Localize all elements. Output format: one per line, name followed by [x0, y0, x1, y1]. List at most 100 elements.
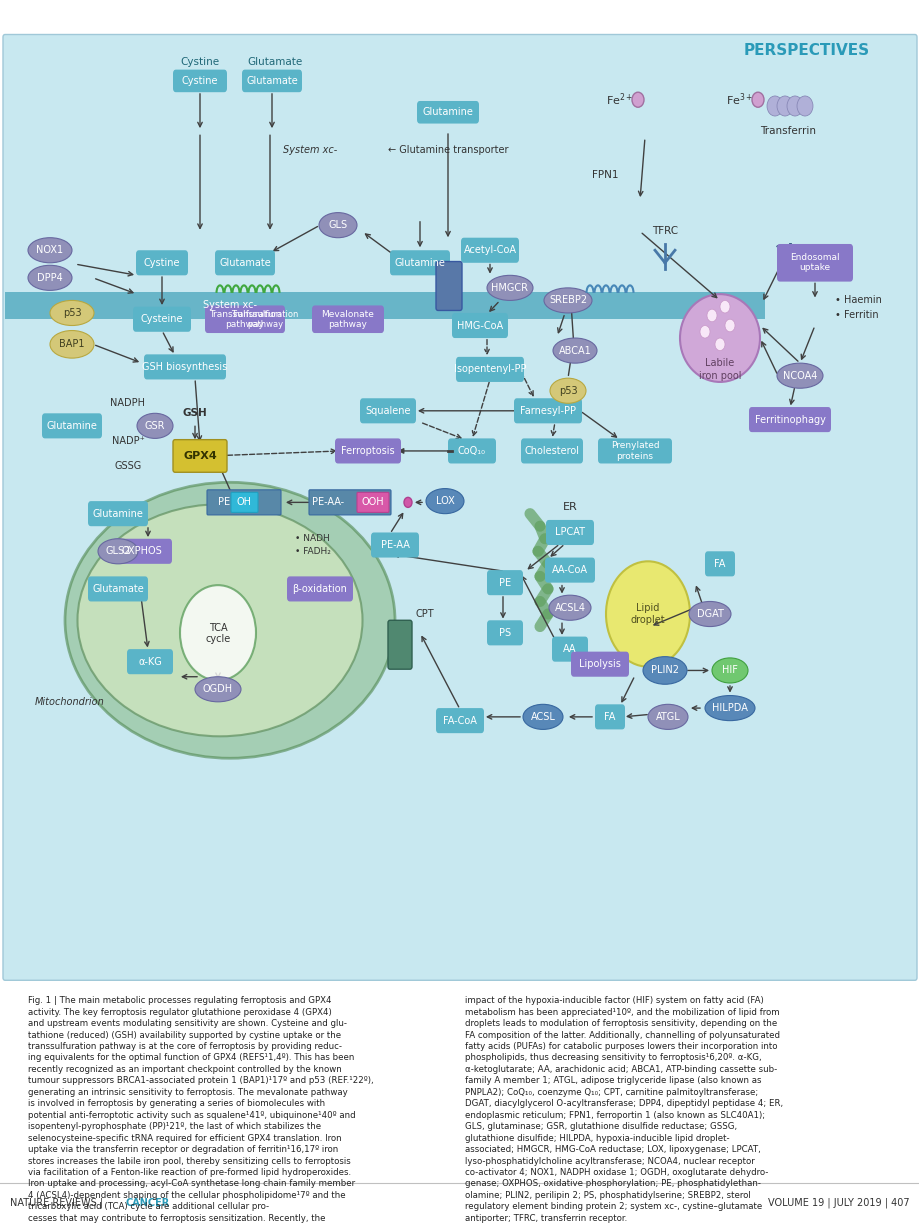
Text: HMGCR: HMGCR — [491, 283, 528, 292]
FancyBboxPatch shape — [205, 306, 285, 333]
Text: TFRC: TFRC — [652, 226, 677, 236]
Text: CANCER: CANCER — [126, 1199, 170, 1208]
Text: PE-AA: PE-AA — [380, 541, 409, 550]
Ellipse shape — [50, 330, 94, 358]
FancyBboxPatch shape — [436, 262, 461, 311]
FancyBboxPatch shape — [42, 413, 102, 438]
FancyBboxPatch shape — [448, 438, 495, 464]
FancyBboxPatch shape — [704, 552, 734, 576]
Ellipse shape — [704, 696, 754, 720]
Text: Glutamate: Glutamate — [247, 57, 302, 67]
FancyBboxPatch shape — [133, 307, 191, 331]
FancyBboxPatch shape — [571, 652, 629, 676]
Text: p53: p53 — [62, 308, 81, 318]
Ellipse shape — [642, 657, 686, 684]
FancyBboxPatch shape — [357, 493, 389, 512]
Circle shape — [766, 95, 782, 116]
Text: GSH biosynthesis: GSH biosynthesis — [142, 362, 227, 372]
Text: Cholesterol: Cholesterol — [524, 446, 579, 456]
FancyBboxPatch shape — [144, 355, 226, 379]
Circle shape — [724, 319, 734, 331]
FancyBboxPatch shape — [390, 251, 449, 275]
Text: FPN1: FPN1 — [591, 170, 618, 180]
Text: HMG-CoA: HMG-CoA — [457, 320, 503, 330]
Text: FA: FA — [713, 559, 725, 569]
FancyBboxPatch shape — [3, 34, 916, 981]
Text: Ferroptosis: Ferroptosis — [341, 446, 394, 456]
Text: Lipid: Lipid — [636, 603, 659, 613]
Ellipse shape — [50, 301, 94, 325]
Text: FA: FA — [604, 712, 615, 722]
Ellipse shape — [65, 482, 394, 758]
FancyBboxPatch shape — [460, 237, 518, 263]
Circle shape — [403, 498, 412, 508]
Text: GLS2: GLS2 — [105, 547, 130, 556]
Ellipse shape — [647, 704, 687, 729]
Text: Fe$^{2+}$: Fe$^{2+}$ — [606, 92, 633, 108]
Text: VOLUME 19 | JULY 2019 | 407: VOLUME 19 | JULY 2019 | 407 — [767, 1197, 909, 1208]
Text: FA-CoA: FA-CoA — [443, 715, 476, 725]
Text: Cystine: Cystine — [143, 258, 180, 268]
Text: Isopentenyl-PP: Isopentenyl-PP — [453, 364, 526, 374]
Text: Transsulfuration
pathway: Transsulfuration pathway — [231, 309, 299, 329]
Text: β-oxidation: β-oxidation — [292, 583, 347, 594]
Text: Mevalonate
pathway: Mevalonate pathway — [322, 309, 374, 329]
Text: DPP4: DPP4 — [37, 273, 62, 283]
Text: OXPHOS: OXPHOS — [121, 547, 162, 556]
Text: ACSL4: ACSL4 — [554, 603, 584, 613]
Text: PE-AA-: PE-AA- — [312, 498, 344, 508]
Text: NADPH: NADPH — [110, 399, 145, 408]
Text: p53: p53 — [558, 385, 577, 396]
Ellipse shape — [425, 488, 463, 514]
Text: OGDH: OGDH — [203, 685, 233, 695]
FancyBboxPatch shape — [777, 243, 852, 281]
FancyBboxPatch shape — [595, 704, 624, 729]
Text: Fe$^{3+}$: Fe$^{3+}$ — [725, 92, 753, 108]
Text: OOH: OOH — [361, 498, 384, 508]
Text: NOX1: NOX1 — [37, 246, 63, 256]
Text: NCOA4: NCOA4 — [782, 371, 816, 380]
Text: Glutamine: Glutamine — [93, 509, 143, 519]
Text: Glutamate: Glutamate — [219, 258, 270, 268]
Text: Transsulfuration
pathway: Transsulfuration pathway — [209, 309, 281, 329]
Circle shape — [751, 92, 763, 108]
Text: • NADH: • NADH — [295, 534, 329, 543]
Circle shape — [720, 301, 729, 313]
FancyBboxPatch shape — [551, 637, 587, 662]
Text: GSR: GSR — [144, 421, 165, 430]
FancyBboxPatch shape — [231, 493, 257, 512]
Text: Fig. 1 | The main metabolic processes regulating ferroptosis and GPX4
activity. : Fig. 1 | The main metabolic processes re… — [28, 997, 373, 1223]
FancyBboxPatch shape — [597, 438, 671, 464]
FancyBboxPatch shape — [136, 251, 187, 275]
Text: Acetyl-CoA: Acetyl-CoA — [463, 246, 516, 256]
FancyBboxPatch shape — [456, 357, 524, 382]
Circle shape — [777, 95, 792, 116]
Text: GSSG: GSSG — [114, 461, 142, 471]
Circle shape — [180, 585, 255, 680]
Text: System xc-: System xc- — [283, 144, 337, 155]
Text: Glutamine: Glutamine — [422, 108, 473, 117]
Text: TCA: TCA — [209, 623, 227, 632]
Text: BAP1: BAP1 — [59, 339, 85, 350]
FancyBboxPatch shape — [520, 438, 583, 464]
Ellipse shape — [77, 504, 362, 736]
Text: GSH: GSH — [183, 408, 207, 418]
FancyBboxPatch shape — [215, 251, 275, 275]
FancyBboxPatch shape — [242, 70, 301, 92]
FancyBboxPatch shape — [514, 399, 582, 423]
FancyBboxPatch shape — [88, 501, 148, 526]
FancyBboxPatch shape — [88, 576, 148, 602]
Text: NADP⁺: NADP⁺ — [111, 435, 144, 446]
Ellipse shape — [679, 295, 759, 382]
Text: GLS: GLS — [328, 220, 347, 230]
Text: HIF: HIF — [721, 665, 737, 675]
Text: ACSL: ACSL — [530, 712, 555, 722]
Bar — [5, 291, 765, 319]
Text: AA-CoA: AA-CoA — [551, 565, 587, 575]
Text: CPT: CPT — [415, 609, 434, 619]
Circle shape — [706, 309, 716, 322]
Text: α-KG: α-KG — [138, 657, 162, 667]
Text: ER: ER — [562, 503, 577, 512]
Text: PE: PE — [218, 498, 230, 508]
Text: NATURE REVIEWS |: NATURE REVIEWS | — [10, 1197, 106, 1208]
